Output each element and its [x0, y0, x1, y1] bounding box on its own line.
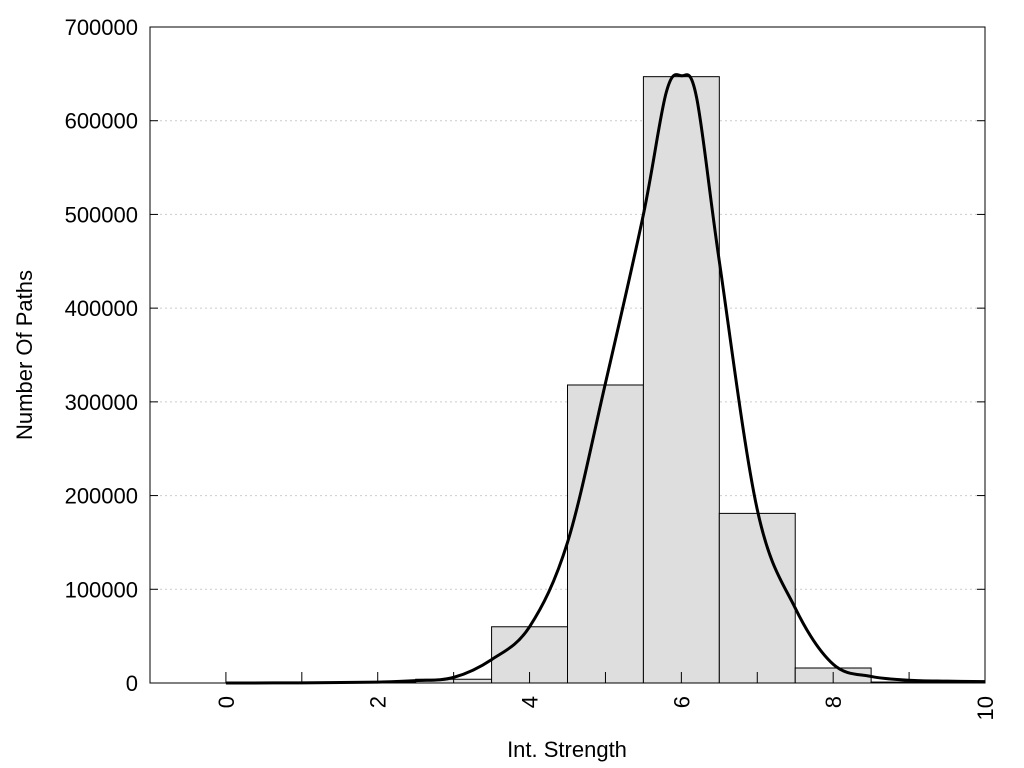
bar-series: [339, 76, 948, 684]
x-tick-label: 0: [214, 696, 239, 708]
y-axis-ticks: 0 100000 200000 300000 400000 500000 600000 700…: [65, 15, 985, 696]
histogram-bar: [567, 384, 644, 684]
y-tick-label: 500000: [65, 202, 138, 227]
x-tick-label: 6: [669, 696, 694, 708]
y-tick-label: 100000: [65, 577, 138, 602]
x-tick-label: 8: [821, 696, 846, 708]
y-tick-label: 400000: [65, 296, 138, 321]
y-tick-label: 600000: [65, 109, 138, 134]
plot-frame: [149, 26, 986, 684]
x-axis-ticks: 0 2 4 6 8 10: [214, 672, 998, 720]
fit-curve: [225, 73, 986, 685]
y-axis-label: Number Of Paths: [12, 270, 37, 440]
x-tick-label: 10: [973, 696, 998, 720]
y-tick-label: 200000: [65, 484, 138, 509]
x-tick-label: 2: [366, 696, 391, 708]
x-tick-label: 4: [518, 696, 543, 708]
y-tick-label: 700000: [65, 15, 138, 40]
y-tick-label: 0: [126, 671, 138, 696]
histogram-bar: [718, 512, 796, 684]
y-tick-label: 300000: [65, 390, 138, 415]
fit-curve-layer: [225, 73, 986, 685]
grid-lines: [150, 120, 985, 590]
x-axis-label: Int. Strength: [507, 737, 627, 762]
